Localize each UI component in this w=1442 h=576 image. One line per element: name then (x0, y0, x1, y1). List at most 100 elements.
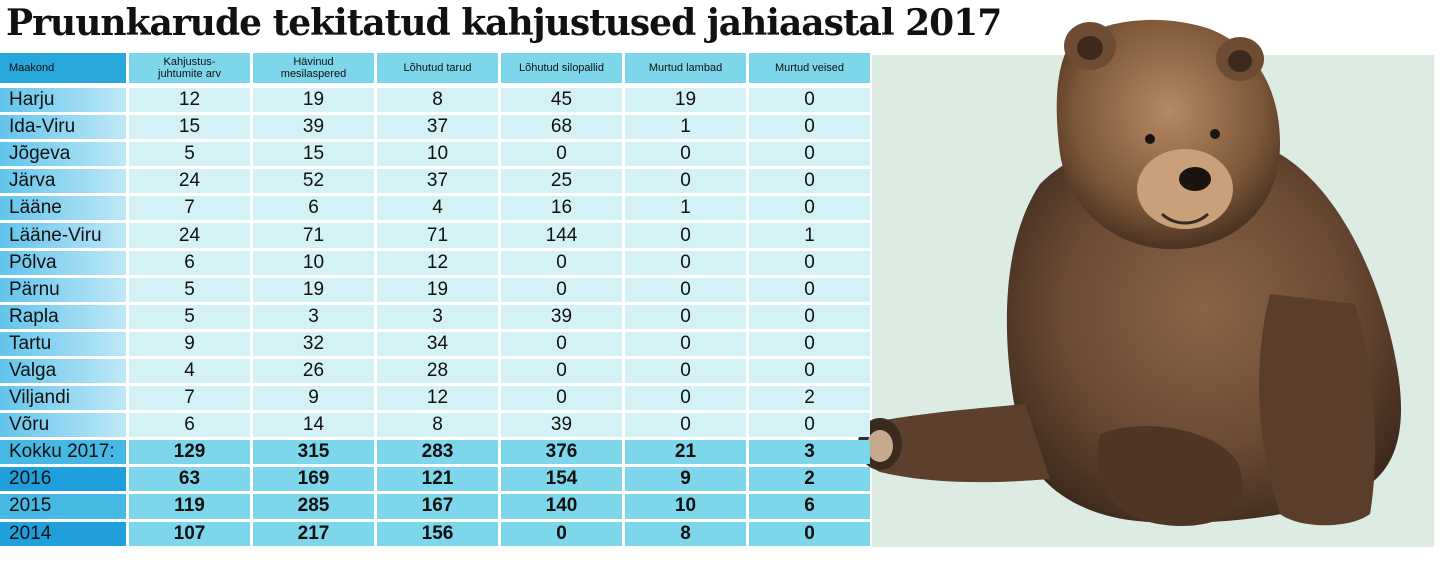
table-cell: 119 (129, 494, 250, 519)
table-cell: 6 (253, 196, 374, 221)
table-cell: 24 (129, 169, 250, 194)
row-label: Lääne (0, 196, 126, 221)
table-cell: 19 (253, 277, 374, 302)
table-cell: 8 (377, 413, 498, 438)
row-label: Rapla (0, 304, 126, 329)
column-header: Murtud veised (749, 53, 870, 83)
table-row: 2015 119 285 167 140 10 6 (0, 494, 872, 519)
table-cell: 0 (501, 331, 622, 356)
table-cell: 5 (129, 142, 250, 167)
table-cell: 5 (129, 277, 250, 302)
table-row: Viljandi 7 9 12 0 0 2 (0, 386, 872, 411)
table-cell: 37 (377, 169, 498, 194)
table-cell: 10 (253, 250, 374, 275)
column-header: Lõhutud silopallid (501, 53, 622, 83)
table-cell: 9 (625, 467, 746, 492)
table-cell: 5 (129, 304, 250, 329)
table-cell: 32 (253, 331, 374, 356)
table-cell: 19 (253, 88, 374, 113)
table-cell: 8 (377, 88, 498, 113)
table-cell: 0 (501, 277, 622, 302)
row-label: Tartu (0, 331, 126, 356)
table-cell: 7 (129, 386, 250, 411)
table-cell: 9 (253, 386, 374, 411)
table-cell: 21 (625, 440, 746, 465)
table-cell: 0 (625, 386, 746, 411)
table-cell: 376 (501, 440, 622, 465)
table-cell: 4 (377, 196, 498, 221)
table-cell: 37 (377, 115, 498, 140)
table-cell: 12 (377, 386, 498, 411)
table-cell: 0 (749, 250, 870, 275)
brown-bear-icon (858, 19, 1402, 526)
table-cell: 0 (749, 88, 870, 113)
table-cell: 156 (377, 521, 498, 546)
table-cell: 2 (749, 467, 870, 492)
table-cell: 68 (501, 115, 622, 140)
table-cell: 71 (253, 223, 374, 248)
table-row: Harju 12 19 8 45 19 0 (0, 88, 872, 113)
table-cell: 0 (749, 277, 870, 302)
table-cell: 217 (253, 521, 374, 546)
column-header: Lõhutud tarud (377, 53, 498, 83)
table-cell: 0 (749, 115, 870, 140)
table-cell: 107 (129, 521, 250, 546)
table-cell: 0 (749, 196, 870, 221)
table-cell: 0 (625, 331, 746, 356)
row-label: Pärnu (0, 277, 126, 302)
table-cell: 0 (625, 277, 746, 302)
table-cell: 0 (501, 358, 622, 384)
table-cell: 144 (501, 223, 622, 248)
table-cell: 34 (377, 331, 498, 356)
table-cell: 0 (625, 304, 746, 329)
table-cell: 1 (749, 223, 870, 248)
column-header: Hävinud mesilaspered (253, 53, 374, 83)
table-cell: 39 (501, 304, 622, 329)
table-cell: 52 (253, 169, 374, 194)
damage-table: Maakond Kahjustus-juhtumite arv Hävinud m… (0, 53, 872, 549)
table-header: Maakond Kahjustus-juhtumite arv Hävinud m… (0, 53, 872, 83)
table-row: Jõgeva 5 15 10 0 0 0 (0, 142, 872, 167)
table-cell: 8 (625, 521, 746, 546)
table-cell: 129 (129, 440, 250, 465)
table-row: 2016 63 169 121 154 9 2 (0, 467, 872, 492)
row-label: Jõgeva (0, 142, 126, 167)
table-cell: 10 (625, 494, 746, 519)
row-label: 2014 (0, 521, 126, 546)
table-cell: 0 (501, 386, 622, 411)
table-cell: 0 (749, 521, 870, 546)
page-title: Pruunkarude tekitatud kahjustused jahiaa… (6, 2, 1002, 44)
table-row: Tartu 9 32 34 0 0 0 (0, 331, 872, 356)
table-row: Võru 6 14 8 39 0 0 (0, 413, 872, 438)
table-cell: 283 (377, 440, 498, 465)
table-cell: 0 (501, 142, 622, 167)
table-cell: 4 (129, 358, 250, 384)
table-row: Valga 4 26 28 0 0 0 (0, 358, 872, 384)
table-cell: 3 (253, 304, 374, 329)
table-cell: 19 (377, 277, 498, 302)
row-label: Järva (0, 169, 126, 194)
row-label: Võru (0, 413, 126, 438)
table-cell: 10 (377, 142, 498, 167)
row-label: 2016 (0, 467, 126, 492)
table-cell: 12 (377, 250, 498, 275)
table-cell: 0 (749, 358, 870, 384)
table-cell: 39 (253, 115, 374, 140)
table-cell: 14 (253, 413, 374, 438)
table-cell: 15 (129, 115, 250, 140)
row-label: Lääne-Viru (0, 223, 126, 248)
row-label: Ida-Viru (0, 115, 126, 140)
table-row: Ida-Viru 15 39 37 68 1 0 (0, 115, 872, 140)
table-cell: 24 (129, 223, 250, 248)
table-cell: 6 (129, 413, 250, 438)
table-cell: 0 (501, 250, 622, 275)
table-cell: 154 (501, 467, 622, 492)
table-row: Rapla 5 3 3 39 0 0 (0, 304, 872, 329)
column-header: Maakond (0, 53, 126, 83)
row-label: Harju (0, 88, 126, 113)
table-cell: 15 (253, 142, 374, 167)
table-row: Järva 24 52 37 25 0 0 (0, 169, 872, 194)
table-cell: 0 (625, 169, 746, 194)
table-row: Põlva 6 10 12 0 0 0 (0, 250, 872, 275)
table-cell: 39 (501, 413, 622, 438)
